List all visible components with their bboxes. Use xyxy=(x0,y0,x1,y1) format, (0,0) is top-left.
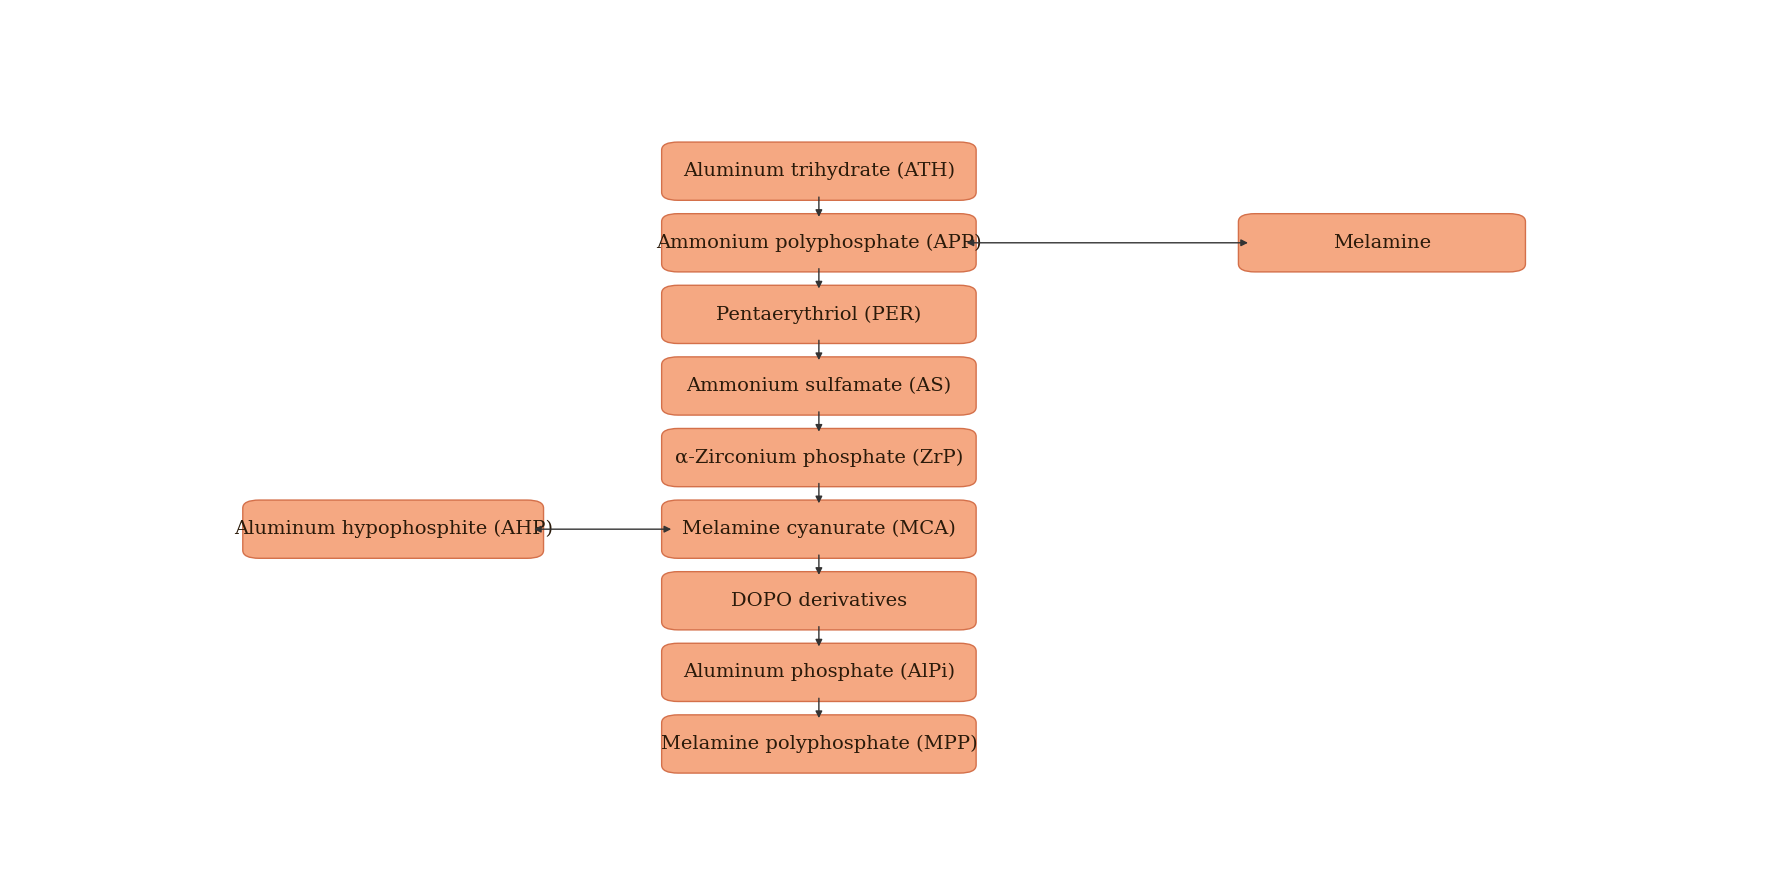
FancyBboxPatch shape xyxy=(661,572,976,630)
FancyBboxPatch shape xyxy=(243,500,544,558)
FancyBboxPatch shape xyxy=(661,643,976,701)
FancyBboxPatch shape xyxy=(661,715,976,773)
FancyBboxPatch shape xyxy=(661,357,976,415)
FancyBboxPatch shape xyxy=(661,428,976,487)
Text: Pentaerythriol (PER): Pentaerythriol (PER) xyxy=(716,305,921,323)
Text: Melamine polyphosphate (MPP): Melamine polyphosphate (MPP) xyxy=(661,735,976,753)
FancyBboxPatch shape xyxy=(661,285,976,343)
Text: Melamine: Melamine xyxy=(1333,234,1432,252)
Text: Ammonium sulfamate (AS): Ammonium sulfamate (AS) xyxy=(686,377,952,395)
Text: α-Zirconium phosphate (ZrP): α-Zirconium phosphate (ZrP) xyxy=(675,448,962,467)
Text: DOPO derivatives: DOPO derivatives xyxy=(730,592,907,610)
FancyBboxPatch shape xyxy=(1239,214,1526,272)
Text: Aluminum hypophosphite (AHP): Aluminum hypophosphite (AHP) xyxy=(234,520,553,538)
Text: Melamine cyanurate (MCA): Melamine cyanurate (MCA) xyxy=(682,520,955,538)
FancyBboxPatch shape xyxy=(661,500,976,558)
Text: Aluminum phosphate (AlPi): Aluminum phosphate (AlPi) xyxy=(682,663,955,681)
Text: Aluminum trihydrate (ATH): Aluminum trihydrate (ATH) xyxy=(682,162,955,181)
FancyBboxPatch shape xyxy=(661,214,976,272)
Text: Ammonium polyphosphate (APP): Ammonium polyphosphate (APP) xyxy=(656,234,982,252)
FancyBboxPatch shape xyxy=(661,143,976,200)
